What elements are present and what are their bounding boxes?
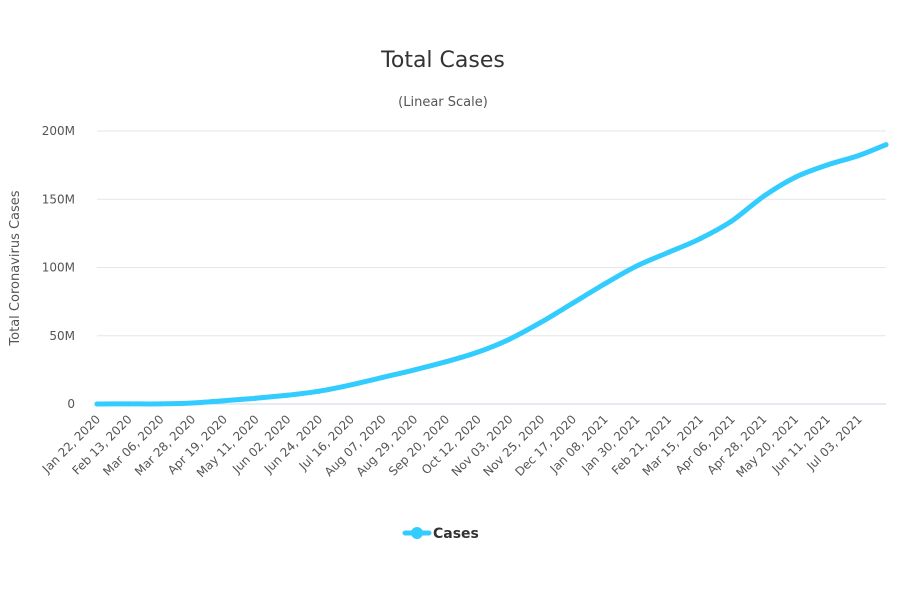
chart-subtitle: (Linear Scale) [398,95,488,110]
legend-label-cases[interactable]: Cases [433,526,479,542]
data-point[interactable] [883,142,889,148]
data-point[interactable] [411,367,417,373]
data-point[interactable] [94,401,100,407]
data-point[interactable] [856,153,862,159]
data-point[interactable] [284,392,290,398]
data-point[interactable] [570,300,576,306]
y-axis-title: Total Coronavirus Cases [8,190,23,346]
data-point[interactable] [634,263,639,269]
legend-swatch-marker [411,527,423,539]
data-point[interactable] [507,336,512,342]
data-point[interactable] [126,401,132,407]
data-point[interactable] [221,398,227,404]
y-tick-labels: 0 50M 100M 150M 200M [42,124,75,411]
data-point[interactable] [253,395,259,401]
data-point[interactable] [158,401,163,407]
data-point[interactable] [697,236,703,242]
data-point[interactable] [602,281,608,287]
series-group [94,142,889,407]
data-point[interactable] [189,400,195,406]
data-point[interactable] [475,349,481,355]
data-point[interactable] [380,374,386,380]
chart-title: Total Cases [380,48,505,73]
data-point[interactable] [760,194,766,199]
data-point[interactable] [538,319,544,325]
y-gridlines [97,130,886,405]
data-point[interactable] [824,162,830,168]
data-point[interactable] [665,250,671,255]
data-point[interactable] [316,388,322,394]
y-tick-label: 200M [42,124,75,138]
data-point[interactable] [348,382,354,388]
data-point[interactable] [792,174,798,180]
y-tick-label: 50M [49,329,75,343]
data-point[interactable] [443,359,449,365]
data-point[interactable] [729,218,735,224]
y-tick-label: 0 [67,397,75,411]
y-tick-label: 100M [42,261,75,275]
series-line-cases[interactable] [94,142,889,407]
legend[interactable]: Cases [402,526,479,542]
y-tick-label: 150M [42,192,75,206]
